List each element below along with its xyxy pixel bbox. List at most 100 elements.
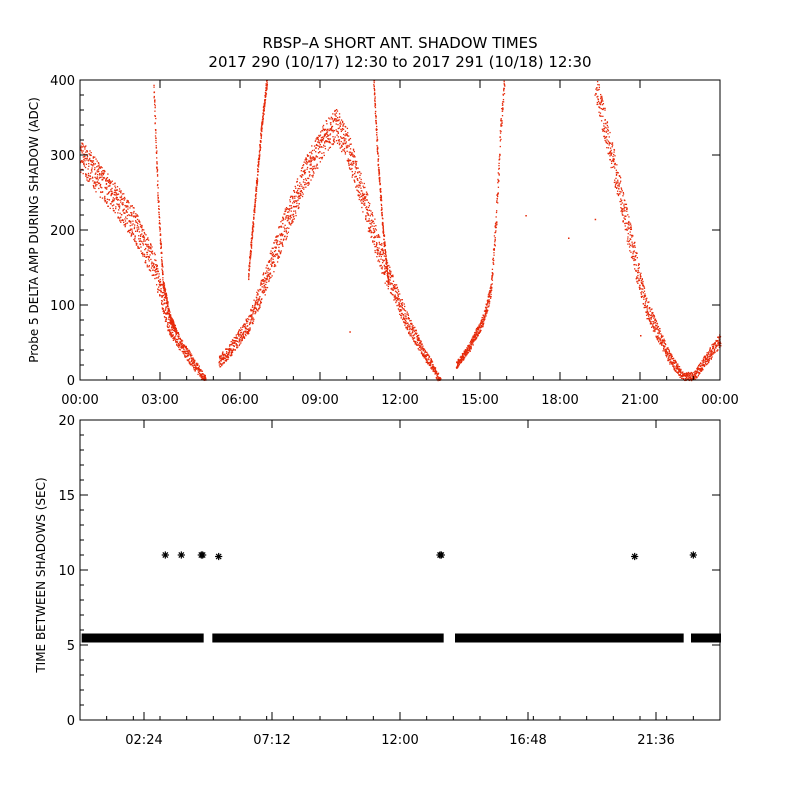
delta-amp-point [289,207,291,210]
delta-amp-point [409,325,411,327]
delta-amp-point [470,338,473,341]
delta-amp-point [235,334,237,336]
delta-amp-point [357,167,359,169]
delta-amp-point [614,164,616,166]
delta-amp-point [258,164,260,166]
delta-amp-point [170,332,173,334]
delta-amp-point [666,356,668,358]
delta-amp-point [374,228,377,230]
delta-amp-point [265,267,267,269]
delta-amp-point [184,345,187,348]
delta-amp-point [700,365,702,367]
delta-amp-point [398,303,401,306]
delta-amp-point [407,314,410,317]
delta-amp-point [84,155,86,158]
delta-amp-point [277,243,279,246]
delta-amp-point [265,289,267,291]
delta-amp-point [371,225,373,227]
delta-amp-point [355,168,357,170]
delta-amp-point [344,139,346,142]
delta-amp-point [201,374,203,376]
delta-amp-point [705,360,708,363]
delta-amp-point [162,294,165,297]
delta-amp-point [163,291,165,294]
delta-amp-point [486,312,488,314]
delta-amp-point [322,124,325,127]
delta-amp-point [141,230,143,232]
delta-amp-point [100,166,102,168]
delta-amp-point [393,299,395,301]
delta-amp-point [372,220,375,222]
delta-amp-point [350,154,352,157]
delta-amp-point [173,321,175,323]
delta-amp-point [155,147,157,149]
delta-amp-point [383,255,386,257]
delta-amp-point [381,213,383,215]
delta-amp-point [318,145,320,148]
delta-amp-point [392,284,395,287]
delta-amp-point [172,323,174,325]
delta-amp-point [285,238,287,241]
delta-amp-point [94,156,96,158]
delta-amp-point [329,128,331,130]
delta-amp-point [360,193,362,195]
delta-amp-point [250,246,252,248]
delta-amp-point [487,294,490,296]
delta-amp-point [129,205,132,207]
delta-amp-point [134,235,136,237]
delta-amp-point [648,301,650,303]
delta-amp-point [419,346,421,348]
delta-amp-point [659,330,661,332]
delta-amp-point [456,361,458,363]
delta-amp-point [121,203,123,205]
delta-amp-point [671,358,674,360]
delta-amp-point [81,150,83,152]
delta-amp-point [401,304,404,307]
delta-amp-point [378,178,381,180]
delta-amp-point [258,307,260,310]
delta-amp-point [707,356,709,358]
delta-amp-point [349,151,352,153]
delta-amp-point [139,223,141,226]
delta-amp-point [711,353,713,355]
delta-amp-point [262,289,265,291]
delta-amp-point [248,264,250,267]
delta-amp-point [430,360,432,362]
delta-amp-point [608,141,610,144]
delta-amp-point [140,250,142,252]
delta-amp-point [115,194,117,196]
delta-amp-point [201,377,204,380]
delta-amp-point [352,160,354,163]
delta-amp-point [255,308,258,311]
delta-amp-point [648,314,650,316]
delta-amp-point [258,303,260,306]
delta-amp-point [647,301,649,304]
delta-amp-point [665,349,667,351]
delta-amp-point [472,339,474,341]
delta-amp-point [429,361,431,364]
delta-amp-point [641,278,643,280]
delta-amp-point [316,143,318,146]
delta-amp-point [228,353,230,355]
delta-amp-point [702,358,705,360]
delta-amp-point [387,285,390,288]
delta-amp-point [80,171,82,173]
delta-amp-point [359,182,361,185]
delta-amp-point [171,320,173,322]
delta-amp-point [499,130,501,132]
delta-amp-point [622,220,624,222]
delta-amp-point [139,240,141,242]
delta-amp-point [227,358,229,360]
delta-amp-point [110,194,112,197]
delta-amp-point [324,141,326,143]
delta-amp-point [250,253,252,255]
delta-amp-point [409,320,411,322]
delta-amp-point [606,122,609,124]
delta-amp-point [237,346,239,348]
delta-amp-point [252,230,254,232]
delta-amp-point [416,332,418,334]
delta-amp-point [273,271,275,273]
delta-amp-point [482,320,484,322]
delta-amp-point [704,362,707,365]
delta-amp-point [157,183,159,186]
